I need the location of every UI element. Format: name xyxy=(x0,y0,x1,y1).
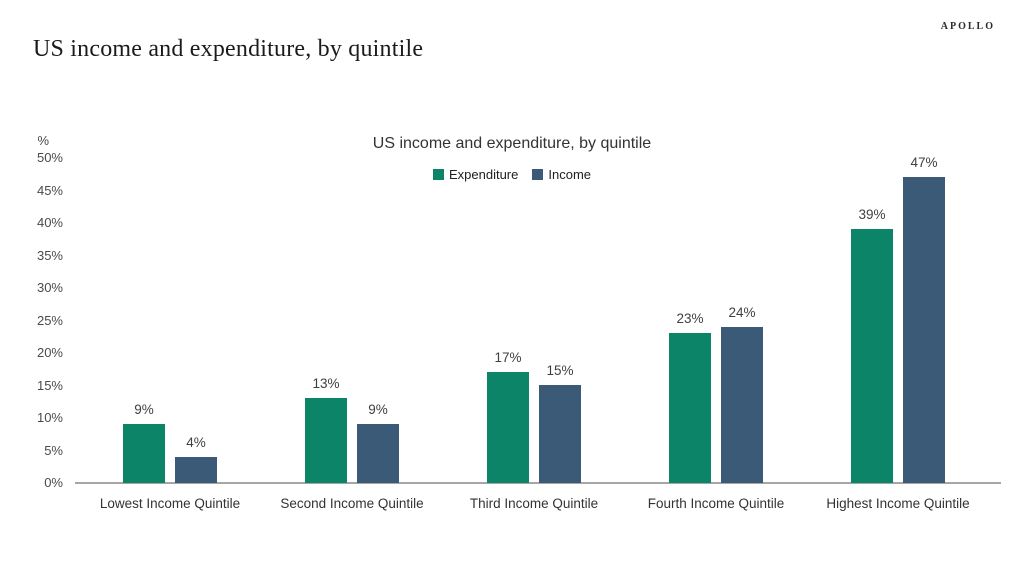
bar-income-4 xyxy=(903,177,945,483)
bar-value-label: 39% xyxy=(858,207,886,222)
y-tick-label: 10% xyxy=(36,410,63,425)
legend-item-income: Income xyxy=(532,167,591,182)
bar-expenditure-1 xyxy=(305,398,347,483)
y-tick-label: 45% xyxy=(36,182,63,198)
bar-value-label: 9% xyxy=(134,402,154,417)
bar-income-3 xyxy=(721,327,763,483)
x-category-label: Highest Income Quintile xyxy=(826,496,970,511)
x-category-label: Fourth Income Quintile xyxy=(647,496,785,511)
y-axis-unit-label: % xyxy=(37,133,49,148)
legend-label: Expenditure xyxy=(448,167,519,182)
bar-value-label: 24% xyxy=(728,305,756,320)
bar-expenditure-2 xyxy=(487,372,529,483)
bar-value-label: 13% xyxy=(312,376,340,391)
bar-value-label: 23% xyxy=(676,311,704,326)
bar-expenditure-4 xyxy=(851,229,893,483)
legend-item-expenditure: Expenditure xyxy=(432,167,519,182)
x-category-label: Second Income Quintile xyxy=(280,496,424,511)
y-tick-label: 5% xyxy=(44,442,63,458)
x-category-label: Lowest Income Quintile xyxy=(99,496,241,511)
y-tick-label: 0% xyxy=(44,475,63,490)
x-axis-line xyxy=(75,482,1001,484)
apollo-logo: APOLLO xyxy=(940,21,995,32)
bar-value-label: 15% xyxy=(546,363,574,378)
legend-label: Income xyxy=(548,167,592,182)
bar-expenditure-3 xyxy=(669,333,711,483)
bar-value-label: 17% xyxy=(494,350,522,365)
bar-income-1 xyxy=(357,424,399,483)
legend-swatch-icon xyxy=(432,169,444,180)
y-tick-label: 35% xyxy=(36,247,63,263)
bar-value-label: 47% xyxy=(910,155,938,170)
y-tick-label: 25% xyxy=(36,312,63,328)
legend-swatch-icon xyxy=(532,169,544,180)
y-tick-label: 20% xyxy=(36,345,63,360)
y-tick-label: 50% xyxy=(36,150,63,165)
x-category-label: Third Income Quintile xyxy=(469,496,599,511)
chart-legend: Expenditure Income xyxy=(0,167,1024,182)
bar-value-label: 4% xyxy=(186,435,206,450)
chart-title: US income and expenditure, by quintile xyxy=(372,135,652,152)
y-tick-label: 40% xyxy=(36,215,63,230)
bar-income-2 xyxy=(539,385,581,483)
y-tick-label: 30% xyxy=(36,280,63,295)
y-tick-label: 15% xyxy=(36,377,63,393)
bar-value-label: 9% xyxy=(368,402,388,417)
bar-income-0 xyxy=(175,457,217,483)
page-title: US income and expenditure, by quintile xyxy=(33,36,424,62)
bar-expenditure-0 xyxy=(123,424,165,483)
